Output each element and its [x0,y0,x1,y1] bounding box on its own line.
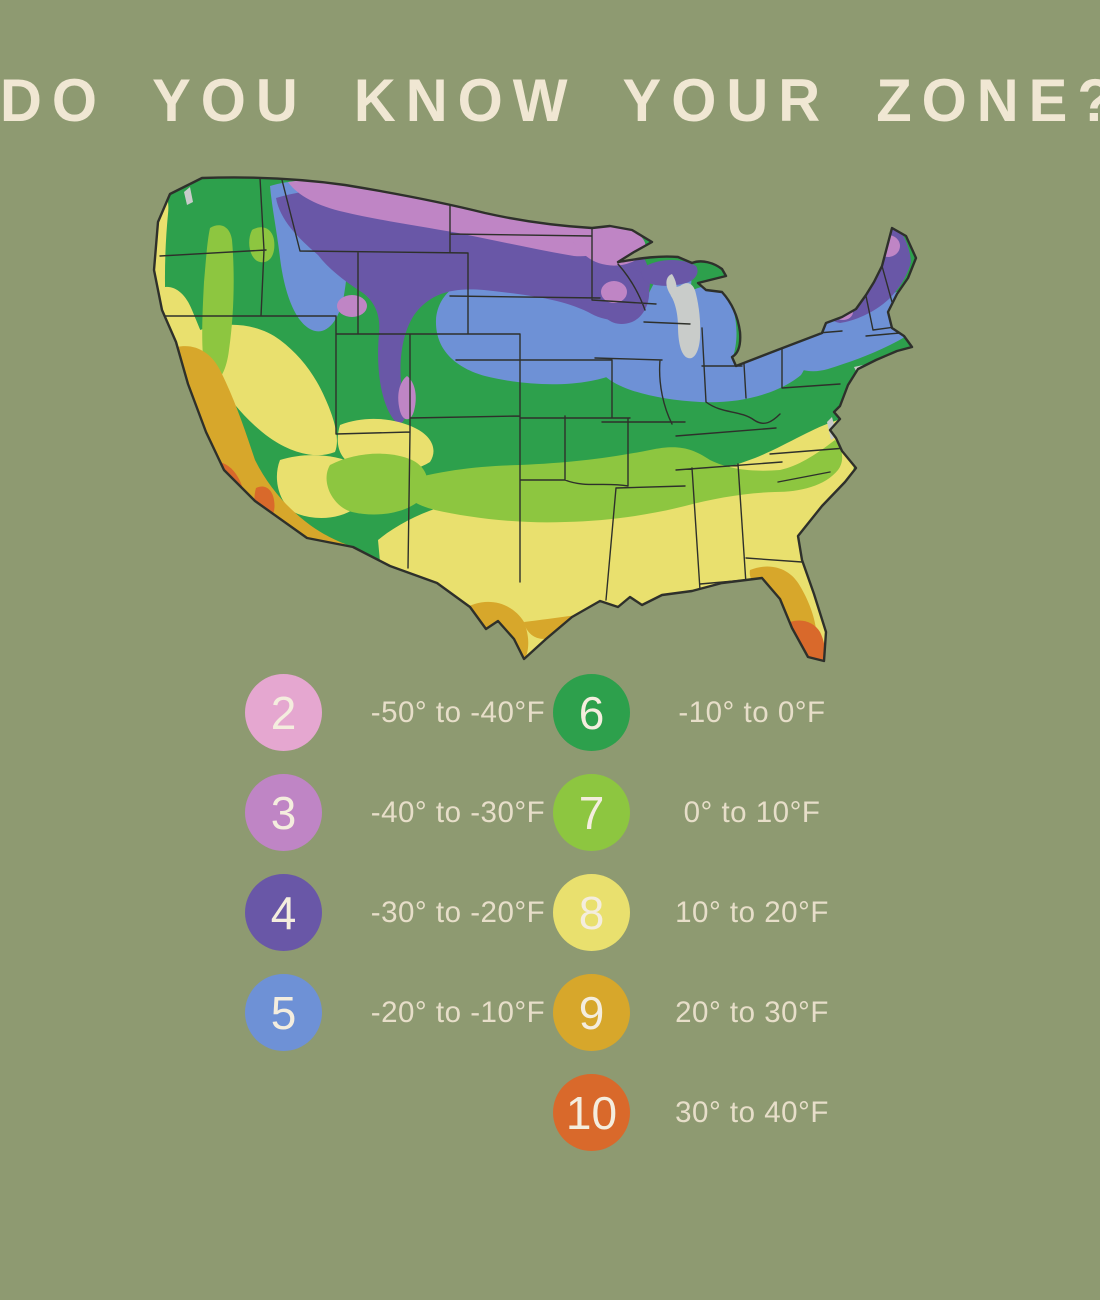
zone-temperature-range: -40° to -30°F [370,795,546,829]
legend-item-zone-2: 2 -50° to -40°F [245,674,576,751]
zone-temperature-range: 20° to 30°F [675,995,829,1029]
zone-7-badge: 7 [553,774,630,851]
zone-6-badge: 6 [553,674,630,751]
zone-temperature-range: 10° to 20°F [675,895,829,929]
zone-5-badge: 5 [245,974,322,1051]
legend-item-zone-6: 6 -10° to 0°F [553,674,858,751]
zone-3-badge: 3 [245,774,322,851]
zone-4-badge: 4 [245,874,322,951]
zone-number: 8 [578,886,605,939]
legend-item-zone-7: 7 0° to 10°F [553,774,858,851]
zone-number: 10 [565,1086,618,1139]
legend-item-zone-4: 4 -30° to -20°F [245,874,576,951]
us-map-svg [152,176,918,663]
zone-number: 7 [578,786,605,839]
zone-temperature-range: 30° to 40°F [675,1095,829,1129]
zone-temperature-range: -20° to -10°F [370,995,546,1029]
legend-item-zone-3: 3 -40° to -30°F [245,774,576,851]
page-title: DO YOU KNOW YOUR ZONE? [0,67,1100,135]
zone-8-badge: 8 [553,874,630,951]
zone-number: 2 [270,686,297,739]
us-outline [152,176,918,663]
zone-10-badge: 10 [553,1074,630,1151]
zone-number: 6 [578,686,605,739]
us-hardiness-map [140,170,940,670]
zone-number: 5 [270,986,297,1039]
legend-item-zone-10: 10 30° to 40°F [553,1074,858,1151]
zone-9-badge: 9 [553,974,630,1051]
zone-2-badge: 2 [245,674,322,751]
zone-number: 9 [578,986,605,1039]
legend-item-zone-8: 8 10° to 20°F [553,874,858,951]
zone-temperature-range: -30° to -20°F [370,895,546,929]
zone-number: 3 [270,786,297,839]
zone-temperature-range: -10° to 0°F [678,695,826,729]
legend-column-left: 2 -50° to -40°F 3 -40° to -30°F 4 -30° t… [245,674,576,1074]
legend-column-right: 6 -10° to 0°F 7 0° to 10°F 8 10° to 20°F… [553,674,858,1174]
legend-item-zone-5: 5 -20° to -10°F [245,974,576,1051]
legend-item-zone-9: 9 20° to 30°F [553,974,858,1051]
zone-temperature-range: -50° to -40°F [370,695,546,729]
zone-temperature-range: 0° to 10°F [683,795,821,829]
zone-number: 4 [270,886,297,939]
zone-3-region [288,178,900,420]
lake-michigan [666,274,701,359]
